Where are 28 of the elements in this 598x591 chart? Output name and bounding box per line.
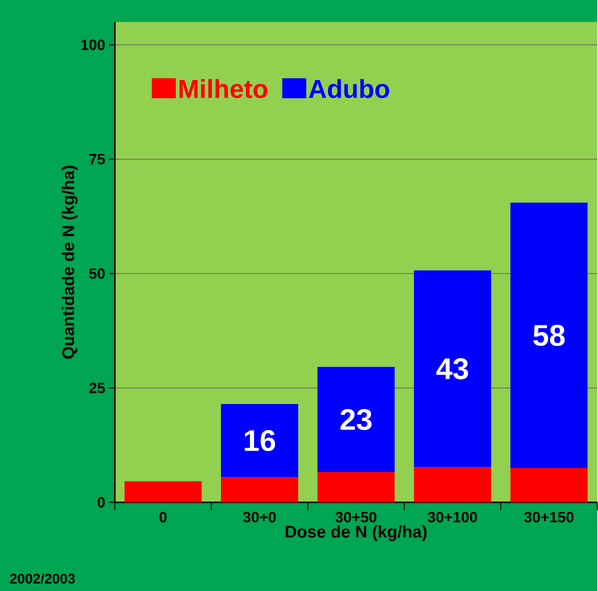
y-tick-label: 50 xyxy=(89,268,105,279)
x-axis-title: Dose de N (kg/ha) xyxy=(286,525,427,542)
bar xyxy=(510,202,588,468)
data-label: 23 xyxy=(340,408,372,430)
data-label: 43 xyxy=(436,358,468,380)
bar xyxy=(414,467,492,502)
x-tick-label: 30+0 xyxy=(243,512,276,522)
y-tick-label: 0 xyxy=(98,496,105,508)
x-tick-label: 0 xyxy=(160,512,167,522)
legend-label: Milheto xyxy=(180,78,268,98)
x-tick-label: 30+100 xyxy=(428,512,478,522)
bar xyxy=(220,477,298,502)
data-label: 16 xyxy=(244,430,276,452)
data-label: 58 xyxy=(533,324,565,346)
bar xyxy=(220,404,298,478)
x-tick-label: 30+50 xyxy=(335,512,376,522)
bar xyxy=(124,481,202,502)
bar xyxy=(510,468,588,502)
legend-label: Adubo xyxy=(308,78,390,98)
x-tick-label: 30+150 xyxy=(524,512,574,522)
bar xyxy=(414,270,492,468)
y-axis-title: Quantidade de N (kg/ha) xyxy=(62,166,78,359)
bar xyxy=(317,366,395,472)
y-tick-label: 75 xyxy=(89,154,105,164)
text: 2002/2003 xyxy=(10,573,75,584)
y-tick-label: 100 xyxy=(81,39,105,50)
y-tick-label: 25 xyxy=(89,382,105,394)
bar xyxy=(317,472,395,502)
